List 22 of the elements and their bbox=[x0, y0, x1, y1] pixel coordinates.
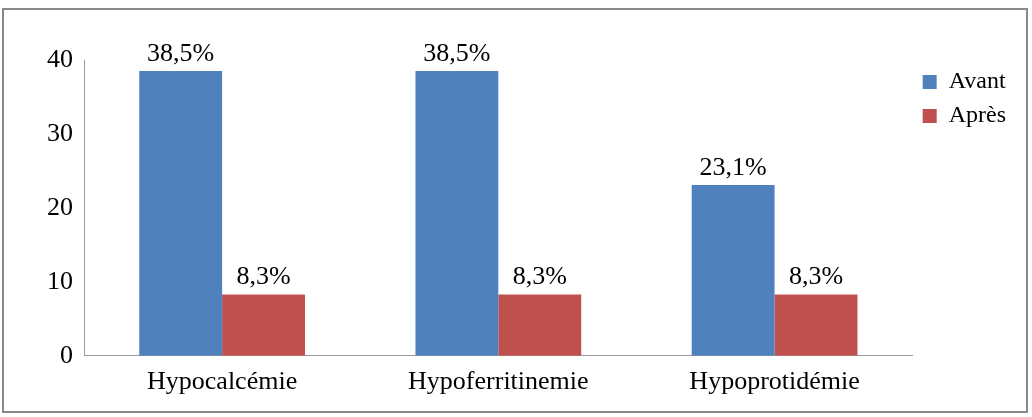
y-tick-label: 20 bbox=[47, 191, 73, 221]
bar bbox=[415, 71, 499, 356]
y-tick-label: 10 bbox=[47, 265, 73, 295]
bar bbox=[774, 294, 858, 356]
y-tick-label: 30 bbox=[47, 117, 73, 147]
x-tick-label: Hypoferritinemie bbox=[408, 366, 589, 396]
x-tick-label: Hypoprotidémie bbox=[689, 366, 860, 396]
legend-label: Avant bbox=[948, 67, 1006, 94]
legend-label: Après bbox=[948, 101, 1007, 128]
data-label: 8,3% bbox=[512, 261, 567, 291]
data-label: 23,1% bbox=[699, 151, 767, 181]
bar bbox=[139, 71, 223, 356]
bar bbox=[498, 294, 582, 356]
x-tick-label: Hypocalcémie bbox=[147, 366, 298, 396]
data-label: 38,5% bbox=[423, 37, 491, 67]
bar bbox=[222, 294, 305, 356]
y-tick-label: 40 bbox=[47, 43, 73, 73]
y-tick-label: 0 bbox=[60, 339, 73, 369]
data-label: 8,3% bbox=[236, 261, 291, 291]
data-label: 8,3% bbox=[788, 261, 844, 291]
data-label: 38,5% bbox=[147, 37, 215, 67]
bar bbox=[691, 184, 775, 356]
